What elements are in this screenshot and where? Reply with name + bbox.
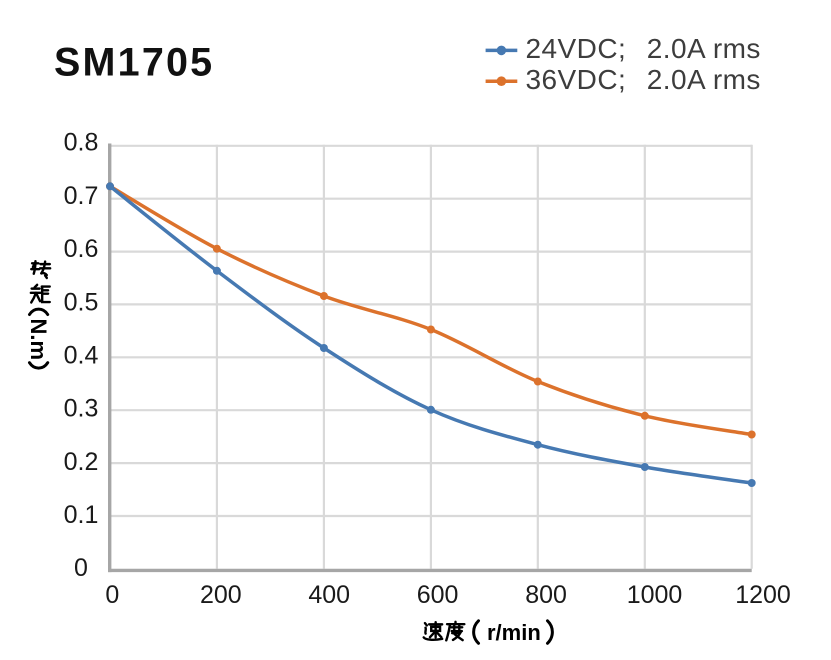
svg-text:0.1: 0.1 bbox=[64, 501, 99, 529]
svg-text:600: 600 bbox=[417, 581, 459, 609]
svg-text:0.2: 0.2 bbox=[64, 448, 99, 476]
svg-text:24VDC; 2.0A rms: 24VDC; 2.0A rms bbox=[526, 33, 761, 64]
svg-text:0: 0 bbox=[105, 581, 119, 609]
svg-text:0.7: 0.7 bbox=[64, 182, 99, 210]
svg-text:1000: 1000 bbox=[627, 581, 683, 609]
svg-text:800: 800 bbox=[525, 581, 567, 609]
svg-text:N.m: N.m bbox=[26, 319, 51, 361]
svg-text:36VDC; 2.0A rms: 36VDC; 2.0A rms bbox=[526, 64, 761, 95]
svg-text:0.6: 0.6 bbox=[64, 235, 99, 263]
svg-text:400: 400 bbox=[308, 581, 350, 609]
svg-text:0: 0 bbox=[74, 554, 88, 582]
svg-text:r/min: r/min bbox=[487, 620, 541, 645]
svg-text:200: 200 bbox=[200, 581, 242, 609]
svg-text:0.5: 0.5 bbox=[64, 288, 99, 316]
svg-text:0.3: 0.3 bbox=[64, 395, 99, 423]
svg-text:0.8: 0.8 bbox=[64, 129, 99, 157]
svg-text:SM1705: SM1705 bbox=[54, 41, 214, 85]
svg-text:0.4: 0.4 bbox=[64, 342, 99, 370]
svg-text:1200: 1200 bbox=[735, 581, 791, 609]
